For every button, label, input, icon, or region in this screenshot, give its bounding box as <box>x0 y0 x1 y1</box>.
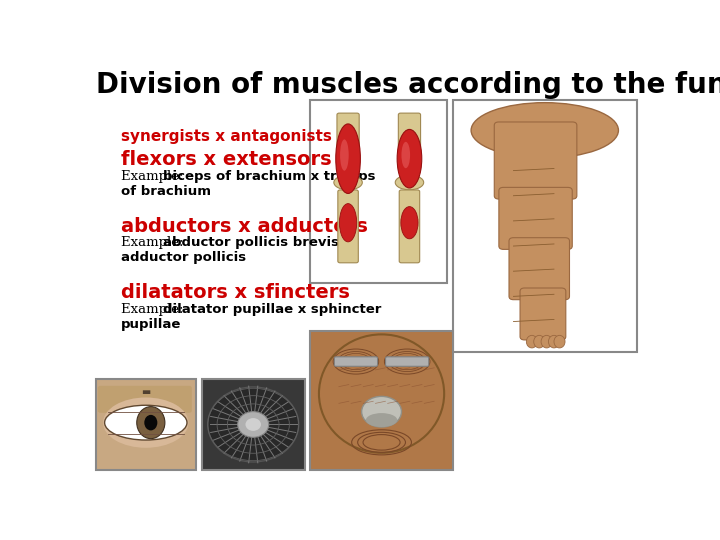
Ellipse shape <box>238 411 269 437</box>
Text: dilatators x sfincters: dilatators x sfincters <box>121 283 350 302</box>
FancyBboxPatch shape <box>334 357 377 366</box>
Text: Division of muscles according to the function: Division of muscles according to the fun… <box>96 71 720 99</box>
Ellipse shape <box>103 397 189 448</box>
Text: ▬: ▬ <box>141 388 150 397</box>
Ellipse shape <box>339 204 356 242</box>
FancyBboxPatch shape <box>399 190 420 263</box>
Ellipse shape <box>340 139 348 171</box>
Ellipse shape <box>144 415 158 430</box>
Ellipse shape <box>554 335 565 348</box>
Ellipse shape <box>549 335 559 348</box>
Text: Example:: Example: <box>121 236 187 249</box>
FancyBboxPatch shape <box>499 187 572 249</box>
Ellipse shape <box>104 405 187 440</box>
FancyBboxPatch shape <box>337 113 359 171</box>
Bar <box>453 100 636 352</box>
Bar <box>202 379 305 470</box>
Ellipse shape <box>395 175 423 190</box>
Ellipse shape <box>137 407 165 438</box>
Bar <box>310 100 447 283</box>
Ellipse shape <box>471 103 618 158</box>
FancyBboxPatch shape <box>398 113 420 171</box>
FancyBboxPatch shape <box>509 238 570 300</box>
Text: of brachium: of brachium <box>121 185 211 198</box>
FancyBboxPatch shape <box>338 190 359 263</box>
FancyBboxPatch shape <box>386 357 429 366</box>
Text: flexors x extensors: flexors x extensors <box>121 150 331 169</box>
Ellipse shape <box>397 130 422 188</box>
Bar <box>96 379 196 470</box>
Ellipse shape <box>526 335 537 348</box>
FancyBboxPatch shape <box>98 386 192 413</box>
Ellipse shape <box>336 124 361 193</box>
Text: biceps of brachium x triceps: biceps of brachium x triceps <box>163 170 375 183</box>
Ellipse shape <box>541 335 552 348</box>
FancyBboxPatch shape <box>520 288 566 340</box>
Ellipse shape <box>334 175 362 190</box>
Bar <box>310 331 453 470</box>
Ellipse shape <box>361 396 402 427</box>
Ellipse shape <box>246 418 261 431</box>
Text: Example:: Example: <box>121 302 187 316</box>
Ellipse shape <box>319 334 444 453</box>
Ellipse shape <box>401 207 418 239</box>
Ellipse shape <box>366 413 397 427</box>
FancyBboxPatch shape <box>494 122 577 199</box>
Ellipse shape <box>208 387 299 462</box>
Ellipse shape <box>534 335 545 348</box>
Text: adductor pollicis: adductor pollicis <box>121 251 246 264</box>
Text: abductors x adductors: abductors x adductors <box>121 217 368 235</box>
Text: abductor pollicis brevis x: abductor pollicis brevis x <box>163 236 351 249</box>
Text: synergists x antagonists: synergists x antagonists <box>121 129 332 144</box>
Text: pupillae: pupillae <box>121 318 181 330</box>
Text: Example:: Example: <box>121 170 187 183</box>
Text: dilatator pupillae x sphincter: dilatator pupillae x sphincter <box>163 302 381 316</box>
Ellipse shape <box>402 142 410 168</box>
